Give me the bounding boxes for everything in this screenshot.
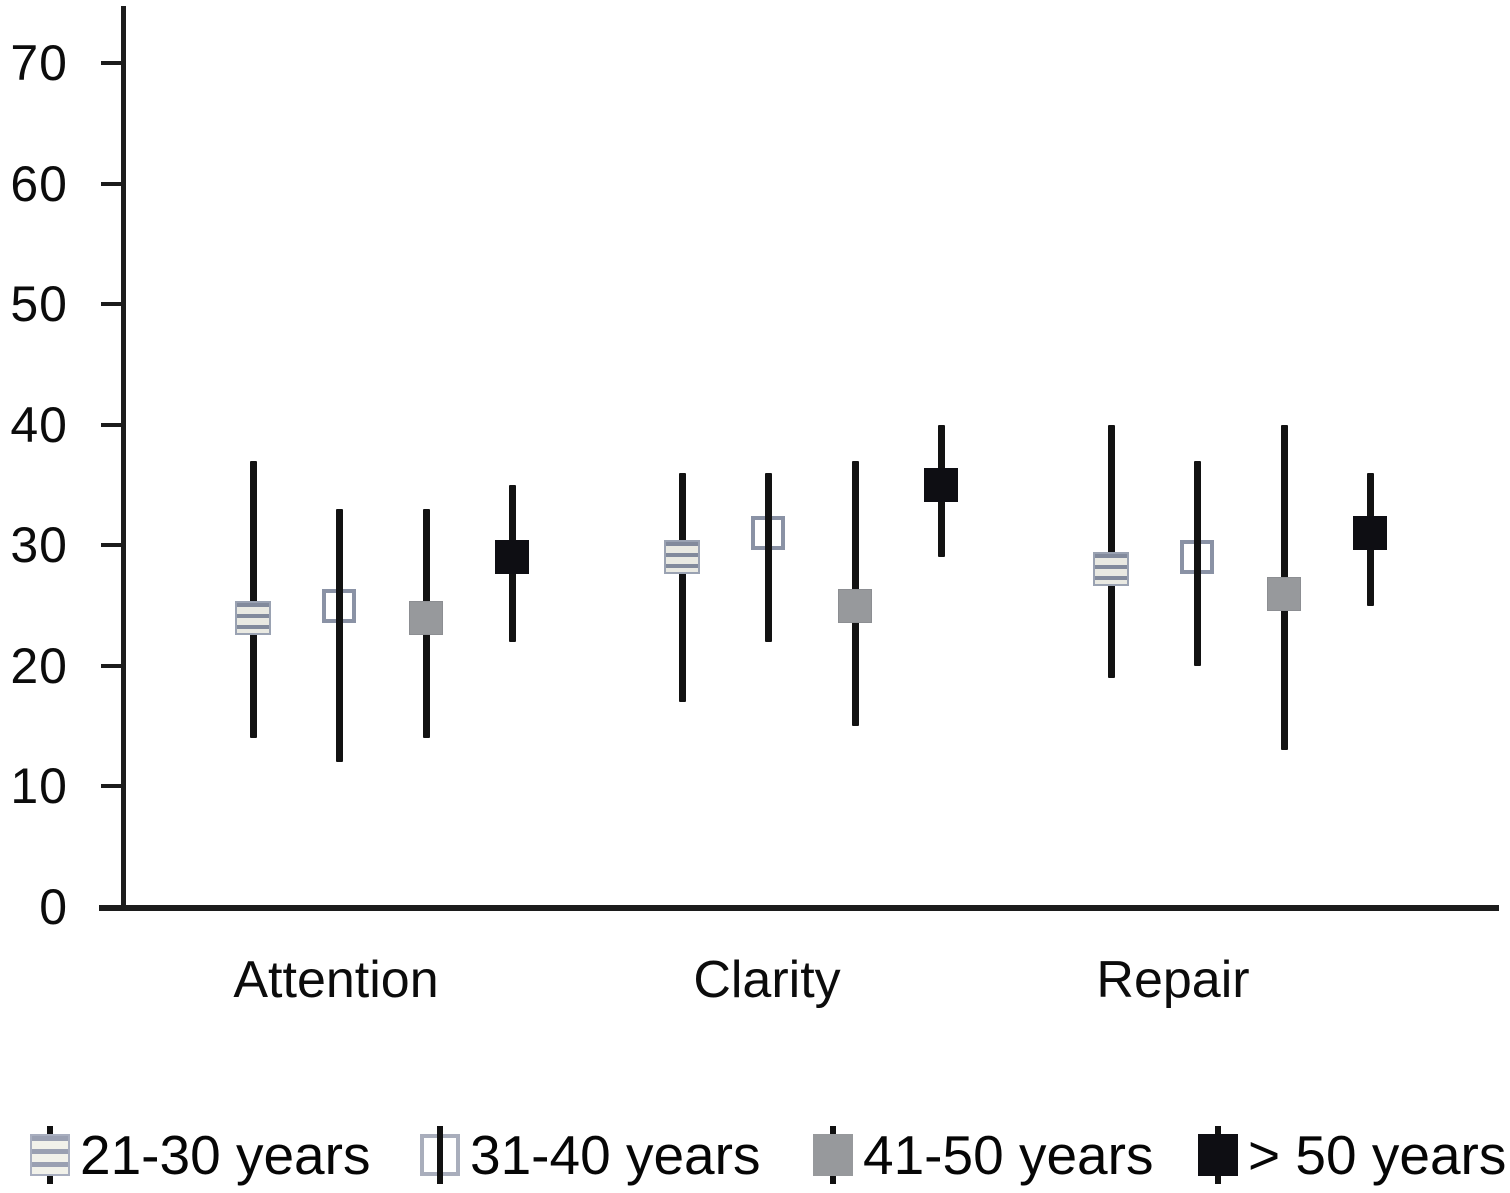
legend-label: > 50 years bbox=[1248, 1124, 1507, 1186]
legend-label: 41-50 years bbox=[863, 1124, 1154, 1186]
black-square-marker bbox=[495, 540, 529, 575]
y-axis-tick-label: 10 bbox=[10, 758, 68, 815]
legend-label: 21-30 years bbox=[80, 1124, 371, 1186]
y-axis-tick-label: 30 bbox=[10, 517, 68, 574]
error-bar-striped bbox=[249, 460, 257, 739]
legend-entry: 41-50 years bbox=[813, 1122, 1153, 1188]
legend-entry: > 50 years bbox=[1198, 1122, 1506, 1188]
y-axis-line bbox=[121, 6, 126, 911]
black-square-icon bbox=[1198, 1126, 1238, 1184]
gray-square-marker bbox=[1267, 576, 1301, 611]
error-bar-striped bbox=[1107, 424, 1115, 678]
category-label-repair: Repair bbox=[1096, 951, 1250, 1009]
y-axis-tick bbox=[101, 61, 123, 65]
y-axis-tick bbox=[101, 181, 123, 186]
error-bar-striped bbox=[678, 472, 686, 703]
legend-icon-line bbox=[437, 1126, 443, 1184]
y-axis-tick-label: 50 bbox=[10, 276, 68, 333]
y-axis-tick bbox=[101, 543, 123, 548]
black-square-marker bbox=[924, 468, 958, 502]
striped-square-marker bbox=[664, 540, 700, 575]
black-square-marker bbox=[1353, 516, 1387, 551]
y-axis-tick-label: 60 bbox=[10, 155, 68, 212]
legend-icon-square bbox=[1198, 1134, 1238, 1176]
legend-entry: 31-40 years bbox=[420, 1122, 760, 1188]
legend-label: 31-40 years bbox=[470, 1124, 761, 1186]
legend-icon-square bbox=[30, 1134, 70, 1176]
open-square-icon bbox=[420, 1126, 460, 1184]
legend: 21-30 years 31-40 years 41-50 years > 50 ye… bbox=[0, 1122, 1510, 1188]
y-axis-tick-label: 20 bbox=[10, 637, 68, 694]
striped-square-icon bbox=[30, 1126, 70, 1184]
y-axis-tick bbox=[101, 302, 123, 307]
striped-square-marker bbox=[235, 600, 271, 635]
gray-square-icon bbox=[813, 1126, 853, 1184]
error-bar-open bbox=[1193, 460, 1201, 666]
y-axis-tick-label: 40 bbox=[10, 396, 68, 453]
legend-icon-square bbox=[813, 1134, 853, 1176]
striped-square-marker bbox=[1093, 552, 1129, 587]
gray-square-marker bbox=[838, 588, 872, 623]
y-axis-tick-label: 0 bbox=[39, 879, 68, 935]
y-axis-tick bbox=[101, 663, 123, 668]
y-axis-tick bbox=[101, 784, 123, 789]
category-label-clarity: Clarity bbox=[693, 951, 841, 1009]
error-bar-open bbox=[764, 472, 772, 642]
x-axis-line bbox=[99, 905, 1499, 911]
gray-square-marker bbox=[409, 600, 443, 635]
y-axis-tick-label: 70 bbox=[10, 35, 68, 91]
y-axis-tick bbox=[101, 422, 123, 427]
category-label-attention: Attention bbox=[233, 951, 439, 1009]
error-bar-open bbox=[335, 509, 343, 763]
legend-entry: 21-30 years bbox=[30, 1122, 370, 1188]
